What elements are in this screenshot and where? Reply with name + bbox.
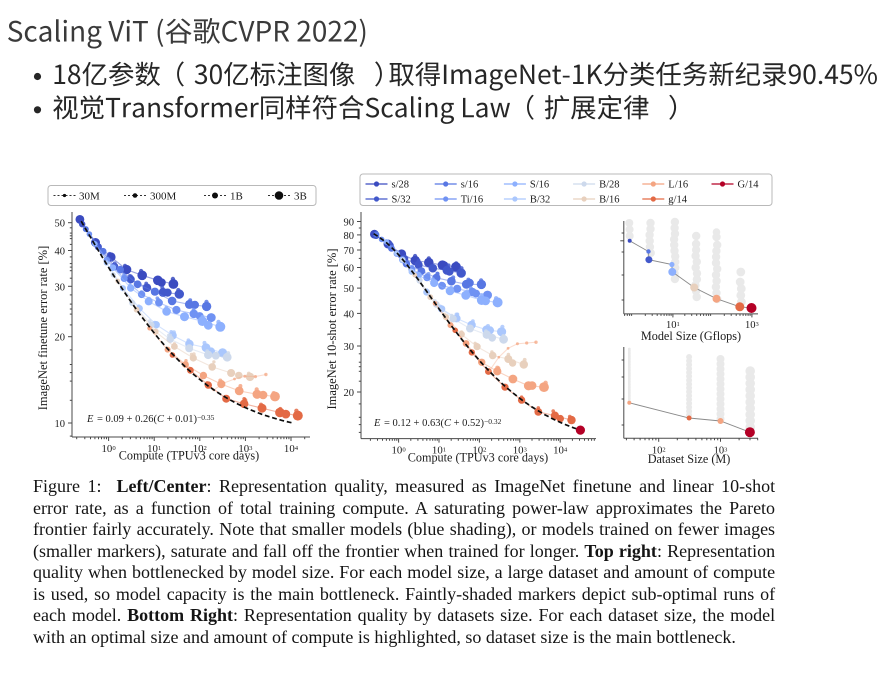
svg-text:104: 104 <box>284 443 299 455</box>
svg-text:100: 100 <box>392 445 407 457</box>
svg-text:g/14: g/14 <box>668 195 687 206</box>
svg-text:103: 103 <box>745 320 759 331</box>
svg-text:90: 90 <box>344 218 355 229</box>
svg-text:30: 30 <box>55 282 66 293</box>
svg-text:Ti/16: Ti/16 <box>461 195 483 206</box>
svg-text:80: 80 <box>344 231 355 242</box>
svg-text:102: 102 <box>652 445 666 456</box>
svg-text:S/16: S/16 <box>530 180 549 191</box>
svg-text:E: E <box>373 418 381 429</box>
svg-text:s/16: s/16 <box>461 180 479 191</box>
svg-text:20: 20 <box>55 333 66 344</box>
svg-text:10: 10 <box>55 419 66 430</box>
svg-text:20: 20 <box>344 388 355 399</box>
svg-text:ImageNet finetune error rate [: ImageNet finetune error rate [%] <box>36 246 50 411</box>
svg-text:103: 103 <box>714 445 728 456</box>
svg-text:70: 70 <box>344 246 355 257</box>
svg-text:60: 60 <box>344 264 355 275</box>
svg-text:30: 30 <box>344 342 355 353</box>
svg-text:30M: 30M <box>79 191 100 203</box>
svg-text:50: 50 <box>55 219 66 230</box>
svg-text:L/16: L/16 <box>668 180 688 191</box>
svg-text:Compute (TPUv3 core days): Compute (TPUv3 core days) <box>408 451 548 465</box>
svg-text:1B: 1B <box>230 191 243 203</box>
svg-text:40: 40 <box>55 247 66 258</box>
svg-text:B/16: B/16 <box>599 195 619 206</box>
svg-text:102: 102 <box>193 443 207 455</box>
svg-text:G/14: G/14 <box>738 180 760 191</box>
svg-text:Compute (TPUv3 core days): Compute (TPUv3 core days) <box>119 449 259 463</box>
svg-text:40: 40 <box>344 309 355 320</box>
svg-text:ImageNet 10-shot error rate [%: ImageNet 10-shot error rate [%] <box>325 248 339 409</box>
svg-text:B/28: B/28 <box>599 180 619 191</box>
svg-text:= 0.12 + 0.63(C + 0.52)−0.32: = 0.12 + 0.63(C + 0.52)−0.32 <box>384 417 502 429</box>
svg-text:= 0.09 + 0.26(C + 0.01)−0.35: = 0.09 + 0.26(C + 0.01)−0.35 <box>97 413 215 425</box>
svg-text:102: 102 <box>472 445 486 457</box>
svg-text:Dataset Size (M): Dataset Size (M) <box>648 452 731 466</box>
svg-text:100: 100 <box>102 443 117 455</box>
svg-text:S/32: S/32 <box>392 195 411 206</box>
svg-text:B/32: B/32 <box>530 195 550 206</box>
svg-text:s/28: s/28 <box>392 180 410 191</box>
svg-text:300M: 300M <box>150 191 177 203</box>
svg-text:Model Size (Gflops): Model Size (Gflops) <box>641 329 741 343</box>
svg-text:101: 101 <box>147 443 161 455</box>
svg-text:101: 101 <box>432 445 446 457</box>
svg-text:101: 101 <box>666 320 680 331</box>
svg-text:3B: 3B <box>294 191 307 203</box>
svg-text:50: 50 <box>344 284 355 295</box>
svg-text:E: E <box>86 414 94 425</box>
svg-text:104: 104 <box>553 445 568 457</box>
